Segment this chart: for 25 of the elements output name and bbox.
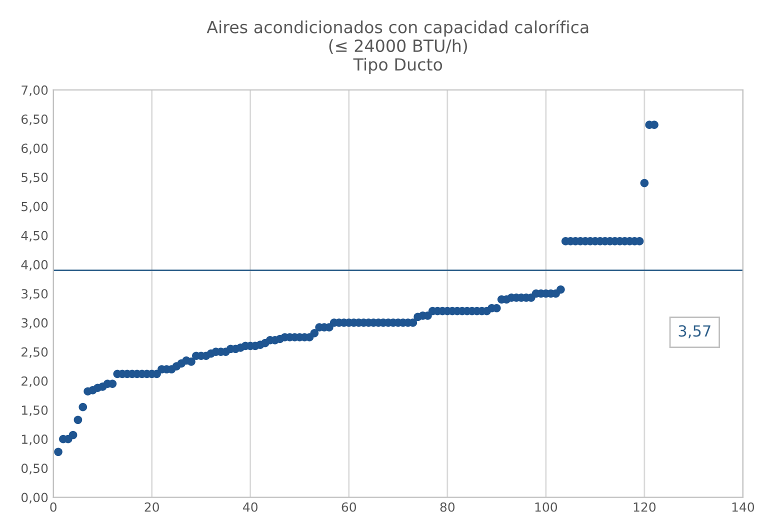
- y-tick-label: 6,50: [22, 114, 48, 126]
- y-tick-label: 1,00: [22, 434, 48, 446]
- x-tick-label: 120: [634, 502, 656, 512]
- annotation: 3,57: [678, 325, 710, 338]
- x-tick-label: 20: [144, 502, 159, 512]
- y-tick-label: 2,00: [22, 376, 48, 388]
- y-tick-label: 5,50: [22, 172, 48, 184]
- y-tick-label: 0,50: [21, 464, 48, 474]
- y-tick-label: 0,00: [21, 492, 48, 504]
- y-tick-label: 4,50: [21, 230, 48, 242]
- x-tick-label: 140: [732, 502, 754, 512]
- y-tick-label: 5,00: [22, 202, 48, 213]
- x-tick-label: 60: [342, 502, 356, 512]
- x-tick-label: 40: [243, 502, 258, 512]
- y-tick-label: 7,00: [22, 85, 48, 96]
- y-tick-label: 6,00: [22, 144, 48, 154]
- y-tick-label: 2,50: [22, 347, 48, 358]
- x-tick-label: 80: [440, 502, 455, 512]
- chart-title: Aires acondicionados con capacidad calorífica (≤ 24000 BTU/h) Tipo Ducto: [206, 20, 588, 74]
- x-tick-label: 0: [50, 502, 56, 512]
- y-tick-label: 3,50: [22, 289, 48, 300]
- y-tick-label: 3,00: [22, 318, 48, 329]
- x-tick-label: 100: [535, 502, 558, 512]
- y-tick-label: 1,50: [22, 405, 48, 416]
- y-tick-label: 4,00: [21, 260, 48, 271]
